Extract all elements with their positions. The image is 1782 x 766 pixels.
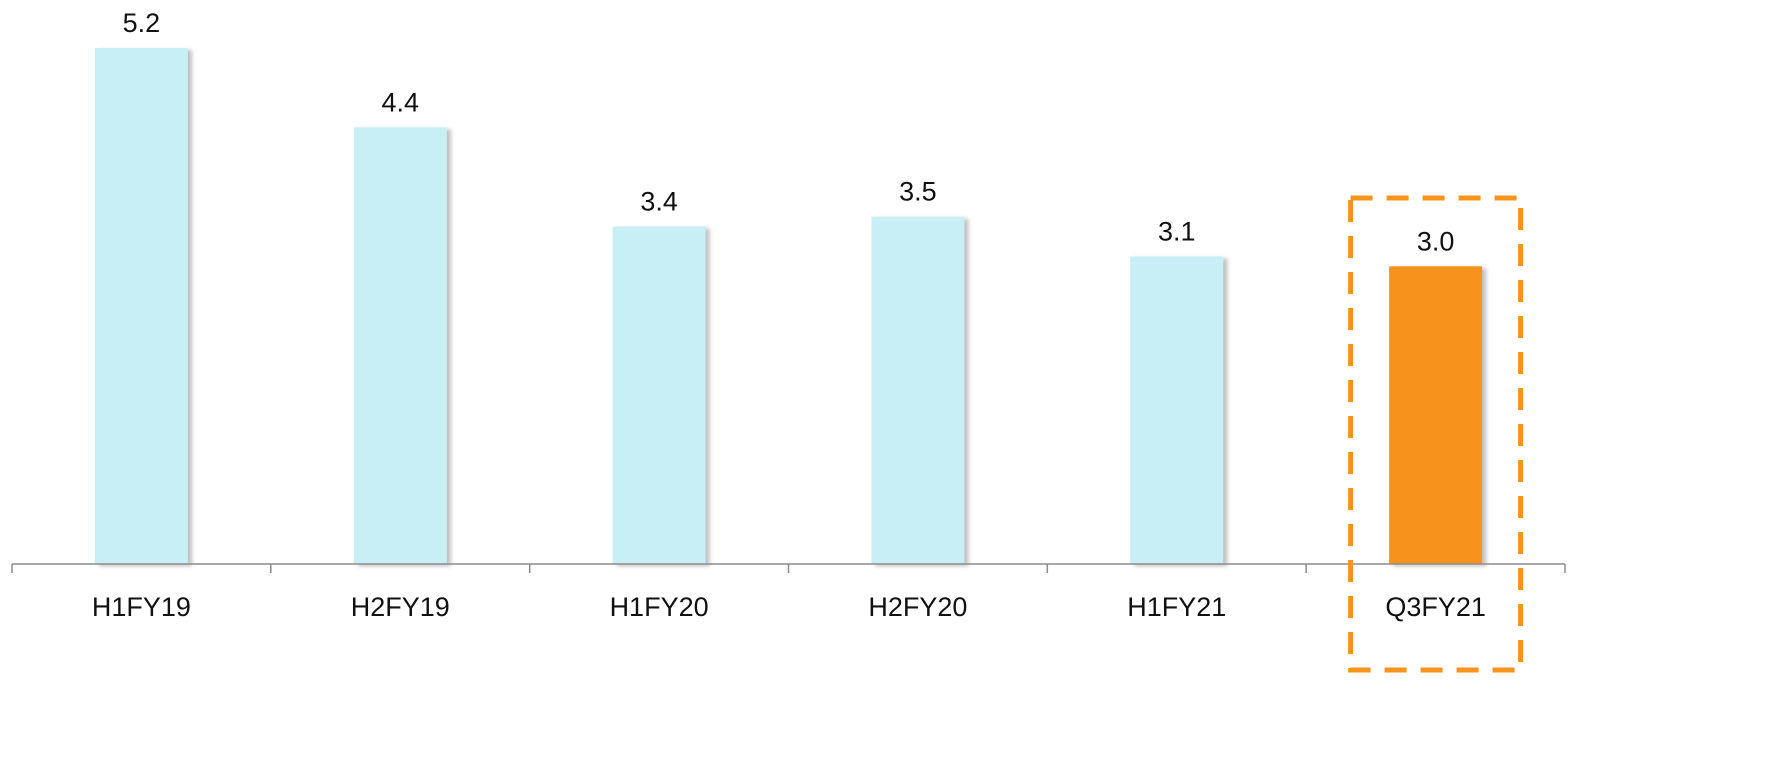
value-label-h2fy19: 4.4 bbox=[382, 87, 420, 117]
x-axis bbox=[11, 563, 1566, 573]
x-tick-label-h2fy19: H2FY19 bbox=[351, 592, 450, 622]
highlight-group bbox=[1348, 195, 1524, 673]
x-tick-label-h1fy21: H1FY21 bbox=[1127, 592, 1226, 622]
x-tick-label-h1fy19: H1FY19 bbox=[92, 592, 191, 622]
value-label-h2fy20: 3.5 bbox=[899, 177, 937, 207]
bar-q3fy21 bbox=[1389, 266, 1483, 564]
value-label-h1fy19: 5.2 bbox=[123, 8, 161, 38]
highlight-dashed-box bbox=[1348, 195, 1524, 673]
bar-h1fy20 bbox=[612, 226, 706, 564]
bar-h1fy21 bbox=[1130, 256, 1224, 564]
x-tick-label-h2fy20: H2FY20 bbox=[868, 592, 967, 622]
x-tick-labels-group: H1FY19 H2FY19 H1FY20 H2FY20 H1FY21 Q3FY21 bbox=[92, 592, 1486, 622]
bar-h2fy19 bbox=[353, 127, 447, 565]
value-labels-group: 5.2 4.4 3.4 3.5 3.1 3.0 bbox=[123, 8, 1455, 256]
value-label-h1fy20: 3.4 bbox=[640, 187, 678, 217]
value-label-h1fy21: 3.1 bbox=[1158, 216, 1196, 246]
x-tick-label-h1fy20: H1FY20 bbox=[610, 592, 709, 622]
bar-h1fy19 bbox=[94, 48, 188, 564]
bars-group bbox=[94, 48, 1483, 565]
x-tick-label-q3fy21: Q3FY21 bbox=[1385, 592, 1486, 622]
bar-h2fy20 bbox=[871, 216, 965, 564]
value-label-q3fy21: 3.0 bbox=[1417, 226, 1455, 256]
